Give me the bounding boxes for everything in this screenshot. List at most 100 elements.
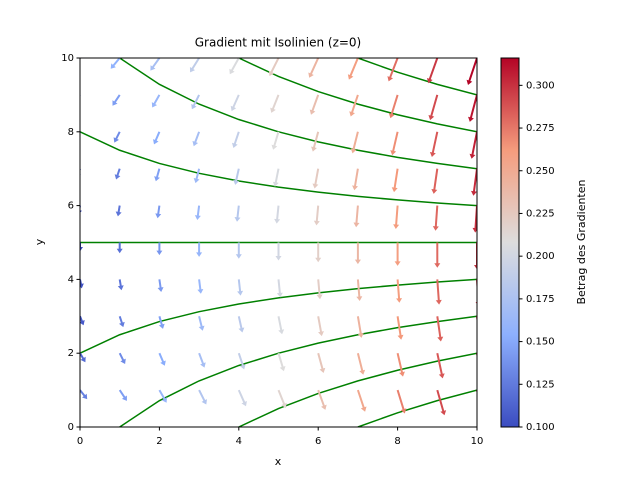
arrow <box>80 242 83 252</box>
arrow <box>198 389 207 405</box>
arrow <box>235 242 242 259</box>
y-tick-label: 10 <box>61 53 74 64</box>
arrow <box>308 58 320 78</box>
colorbar-tick-label: 0.150 <box>526 337 555 348</box>
arrow <box>158 352 166 366</box>
arrow <box>352 168 359 191</box>
arrow <box>154 168 161 182</box>
arrow <box>390 131 399 156</box>
arrow <box>237 389 247 407</box>
y-tick-label: 4 <box>68 274 74 285</box>
arrow <box>466 58 477 85</box>
arrow <box>432 205 439 231</box>
arrow <box>272 168 280 187</box>
arrow <box>317 389 327 410</box>
arrow <box>435 279 442 305</box>
arrow <box>356 389 367 412</box>
arrow <box>198 316 205 331</box>
arrow <box>80 279 84 289</box>
contour-line <box>357 389 477 427</box>
arrow <box>274 205 281 224</box>
arrow <box>309 94 320 115</box>
arrow <box>311 131 320 152</box>
arrow <box>237 352 246 370</box>
contour-line <box>80 278 477 354</box>
arrow <box>237 279 244 296</box>
arrow <box>196 242 203 257</box>
arrow <box>393 205 400 230</box>
axes-frame <box>79 57 478 428</box>
arrow <box>356 352 366 375</box>
arrow <box>429 131 439 158</box>
arrow <box>277 426 289 427</box>
arrow <box>116 242 123 254</box>
arrow <box>268 58 280 76</box>
arrow <box>80 352 86 363</box>
arrow <box>471 168 477 196</box>
y-axis-label: y <box>33 238 46 245</box>
arrow <box>472 205 477 233</box>
x-tick-label: 0 <box>77 436 83 447</box>
arrow <box>231 131 240 149</box>
contour-line <box>238 58 477 133</box>
colorbar-tick-label: 0.100 <box>526 422 555 433</box>
arrow <box>391 168 399 193</box>
arrow <box>396 316 404 340</box>
arrow <box>191 94 200 110</box>
colorbar-tick-label: 0.275 <box>526 123 555 134</box>
x-tick-label: 6 <box>315 436 321 447</box>
arrow <box>198 352 206 368</box>
contour-line <box>119 315 477 427</box>
arrow <box>476 353 477 381</box>
arrow <box>387 58 399 82</box>
arrow <box>158 316 165 329</box>
arrow <box>80 94 81 104</box>
arrow <box>270 94 280 113</box>
arrow <box>189 58 200 73</box>
y-tick-label: 2 <box>68 348 74 359</box>
arrow <box>353 205 360 228</box>
arrow <box>431 168 439 194</box>
arrow <box>317 352 326 374</box>
arrow <box>349 94 359 117</box>
arrow <box>153 131 161 145</box>
contour-line <box>119 58 477 170</box>
arrow <box>356 426 368 427</box>
arrow <box>156 242 163 256</box>
arrow <box>192 131 201 147</box>
plot-area <box>80 58 477 427</box>
arrow <box>350 131 359 154</box>
arrow <box>234 205 241 222</box>
contour-line <box>357 58 477 96</box>
arrow <box>277 352 286 372</box>
contour-line <box>238 352 477 427</box>
contour-line <box>80 131 477 207</box>
arrow <box>112 94 121 106</box>
arrow <box>198 426 209 427</box>
arrow <box>277 316 285 335</box>
arrow <box>151 94 161 108</box>
arrow <box>394 242 401 266</box>
arrow <box>113 131 121 143</box>
arrow <box>476 316 477 344</box>
arrow <box>388 94 399 119</box>
arrow <box>150 58 161 71</box>
colorbar <box>500 57 520 428</box>
x-tick-label: 4 <box>236 436 242 447</box>
colorbar-tick-label: 0.200 <box>526 251 555 262</box>
colorbar-tick-label: 0.125 <box>526 379 555 390</box>
arrow <box>193 168 201 184</box>
colorbar-tick-label: 0.300 <box>526 80 555 91</box>
arrow <box>317 316 324 337</box>
arrow <box>197 279 204 294</box>
arrow <box>237 316 245 333</box>
arrow <box>80 315 85 326</box>
colorbar-label: Betrag des Gradienten <box>575 179 588 304</box>
arrow <box>233 168 240 185</box>
arrow <box>194 205 201 221</box>
colorbar-tick-label: 0.175 <box>526 294 555 305</box>
arrow <box>436 352 445 379</box>
arrow <box>277 389 287 409</box>
y-tick-label: 6 <box>68 201 74 212</box>
